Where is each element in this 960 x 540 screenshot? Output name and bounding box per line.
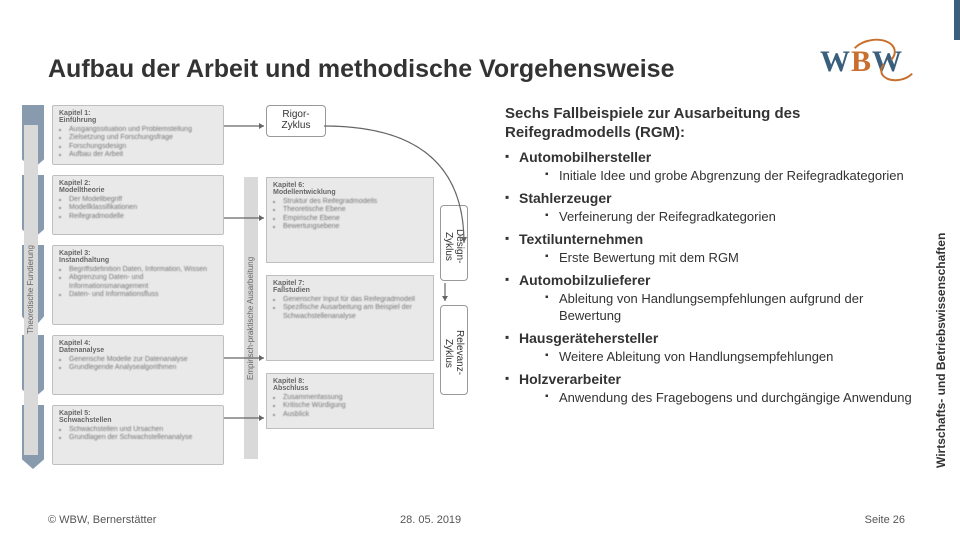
diagram-bullet: Modellklassifikationen bbox=[69, 204, 217, 212]
case-detail: Weitere Ableitung von Handlungsempfehlun… bbox=[545, 349, 925, 365]
arrow-icon bbox=[434, 283, 456, 307]
diagram-box-k2: Kapitel 2:ModelltheorieDer Modellbegriff… bbox=[52, 175, 224, 235]
diagram-bullet: Zusammenfassung bbox=[283, 394, 427, 402]
diagram-box-k7: Kapitel 7:FallstudienGenerischer Input f… bbox=[266, 275, 434, 361]
diagram-bullet: Forschungsdesign bbox=[69, 143, 217, 151]
arrow-icon bbox=[224, 405, 270, 431]
relevance-cycle-label: Relevanz-Zyklus bbox=[440, 305, 468, 395]
thesis-structure-diagram: Theoretische Fundierung Kapitel 1:Einfüh… bbox=[48, 105, 468, 475]
diagram-box-k4: Kapitel 4:DatenanalyseGenerische Modelle… bbox=[52, 335, 224, 395]
rigor-cycle-label: Rigor-Zyklus bbox=[266, 105, 326, 137]
diagram-box-k3: Kapitel 3:InstandhaltungBegriffsdefiniti… bbox=[52, 245, 224, 325]
diagram-bullet: Kritische Würdigung bbox=[283, 402, 427, 410]
case-detail: Ableitung von Handlungsempfehlungen aufg… bbox=[545, 291, 925, 324]
left-column-label: Theoretische Fundierung bbox=[24, 125, 38, 455]
department-label-vertical: Wirtschafts- und Betriebswissenschaften bbox=[934, 200, 952, 500]
arrow-icon bbox=[224, 205, 270, 231]
diagram-bullet: Generischer Input für das Reifegradmodel… bbox=[283, 296, 427, 304]
arrow-icon bbox=[324, 113, 484, 253]
header-accent-bar bbox=[954, 0, 960, 40]
case-detail: Erste Bewertung mit dem RGM bbox=[545, 250, 925, 266]
diagram-box-k8: Kapitel 8:AbschlussZusammenfassungKritis… bbox=[266, 373, 434, 429]
diagram-box-k5: Kapitel 5:SchwachstellenSchwachstellen u… bbox=[52, 405, 224, 465]
content-lead: Sechs Fallbeispiele zur Ausarbeitung des… bbox=[505, 105, 925, 143]
diagram-bullet: Grundlegende Analysealgorithmen bbox=[69, 364, 217, 372]
case-title: Automobilhersteller bbox=[505, 149, 925, 165]
case-detail: Verfeinerung der Reifegradkategorien bbox=[545, 209, 925, 225]
diagram-box-k1: Kapitel 1:EinführungAusgangssituation un… bbox=[52, 105, 224, 165]
slide-title: Aufbau der Arbeit und methodische Vorgeh… bbox=[48, 55, 675, 84]
case-title: Holzverarbeiter bbox=[505, 371, 925, 387]
diagram-bullet: Daten- und Informationsfluss bbox=[69, 291, 217, 299]
diagram-bullet: Ausgangssituation und Problemstellung bbox=[69, 126, 217, 134]
diagram-bullet: Grundlagen der Schwachstellenanalyse bbox=[69, 434, 217, 442]
diagram-bullet: Abgrenzung Daten- und Informationsmanage… bbox=[69, 274, 217, 291]
wbw-logo: WBW bbox=[820, 45, 930, 85]
diagram-bullet: Ausblick bbox=[283, 411, 427, 419]
case-detail: Initiale Idee und grobe Abgrenzung der R… bbox=[545, 168, 925, 184]
case-title: Textilunternehmen bbox=[505, 231, 925, 247]
diagram-bullet: Spezifische Ausarbeitung am Beispiel der… bbox=[283, 304, 427, 321]
case-title: Automobilzulieferer bbox=[505, 272, 925, 288]
diagram-bullet: Schwachstellen und Ursachen bbox=[69, 426, 217, 434]
footer-copyright: © WBW, Bernerstätter bbox=[48, 514, 156, 526]
diagram-bullet: Aufbau der Arbeit bbox=[69, 151, 217, 159]
case-study-list: Sechs Fallbeispiele zur Ausarbeitung des… bbox=[505, 105, 925, 409]
diagram-bullet: Generische Modelle zur Datenanalyse bbox=[69, 356, 217, 364]
arrow-icon bbox=[224, 113, 270, 139]
footer-date: 28. 05. 2019 bbox=[400, 514, 461, 526]
diagram-bullet: Reifegradmodelle bbox=[69, 213, 217, 221]
case-detail: Anwendung des Fragebogens und durchgängi… bbox=[545, 390, 925, 406]
diagram-bullet: Begriffsdefinition Daten, Information, W… bbox=[69, 266, 217, 274]
arrow-icon bbox=[224, 345, 270, 371]
diagram-bullet: Der Modellbegriff bbox=[69, 196, 217, 204]
case-title: Stahlerzeuger bbox=[505, 190, 925, 206]
footer-page: Seite 26 bbox=[865, 514, 905, 526]
diagram-bullet: Zielsetzung und Forschungsfrage bbox=[69, 134, 217, 142]
case-title: Hausgerätehersteller bbox=[505, 330, 925, 346]
